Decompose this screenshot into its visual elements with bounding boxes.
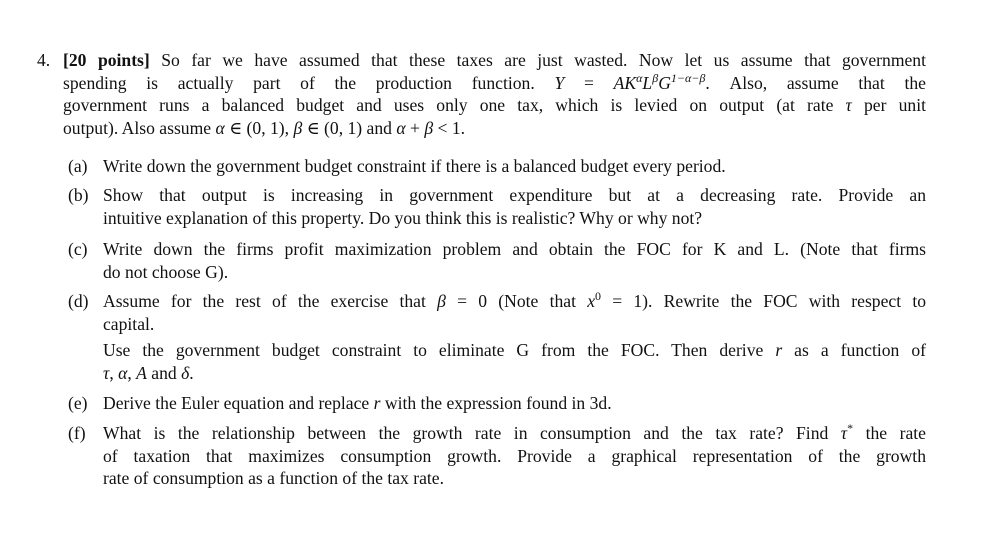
subquestion: (f) What is the relationship between the … [68,422,926,490]
text-line: Write down the firms profit maximization… [103,238,926,261]
text-segment: = [564,72,614,93]
subquestion-label: (b) [68,185,89,205]
text-segment: do not choose G). [103,261,229,282]
math-symbol: r [775,340,783,360]
math-symbol: r [373,393,381,413]
text-segment: Write down the firms profit maximization… [103,239,926,259]
text-line: Show that output is increasing in govern… [103,184,926,207]
text-line: What is the relationship between the gro… [103,422,926,445]
math-symbol: x [587,291,595,311]
superscript: * [847,421,854,435]
text-segment: with the expression found in 3d. [380,393,612,413]
subquestion-label: (f) [68,423,86,443]
text-segment: ∈ (0, 1) and [302,117,397,138]
subquestion: (c) Write down the firms profit maximizat… [68,238,926,283]
text-segment: the rate [853,423,926,443]
subquestion-text: Show that output is increasing in govern… [103,184,926,229]
superscript: 1−α−β [670,70,706,85]
text-segment: , [127,362,137,383]
subquestion-label: (a) [68,156,88,176]
text-segment: government runs a balanced budget and us… [63,95,846,115]
text-segment: < 1. [433,117,466,138]
text-line: Use the government budget constraint to … [103,339,926,362]
superscript: α [636,70,643,85]
text-segment: So far we have assumed that these taxes … [149,50,926,70]
text-line: do not choose G). [103,261,926,284]
text-line: Assume for the rest of the exercise that… [103,290,926,313]
text-line: output). Also assume α ∈ (0, 1), β ∈ (0,… [63,117,926,140]
text-segment: + [405,117,425,138]
text-segment: output). Also assume [63,117,216,138]
text-segment: Assume for the rest of the exercise that [103,291,438,311]
text-line: Write down the government budget constra… [103,155,926,178]
text-segment: Show that output is increasing in govern… [103,185,926,205]
math-symbol: τ [103,362,110,383]
text-segment: of taxation that maximizes consumption g… [103,445,926,466]
math-symbol: α [396,117,406,138]
math-symbol: β [424,117,434,138]
text-segment: . [189,362,194,383]
text-line: Derive the Euler equation and replace r … [103,392,926,415]
bold-text: [20 points] [63,50,150,70]
text-line: spending is actually part of the product… [63,72,926,95]
question-number: 4. [37,50,51,70]
text-segment: and [146,362,182,383]
math-symbol: AK [613,72,637,93]
math-symbol: G [658,72,671,93]
math-symbol: β [437,291,446,311]
text-segment: Derive the Euler equation and replace [103,393,374,413]
text-segment: intuitive explanation of this property. … [103,207,703,228]
text-segment: Use the government budget constraint to … [103,340,776,360]
text-segment: rate of consumption as a function of the… [103,468,445,488]
subquestion-text: Write down the government budget constra… [103,155,926,178]
text-line: capital. [103,313,926,336]
subquestion: (b) Show that output is increasing in gov… [68,184,926,229]
math-symbol: L [642,72,653,93]
text-segment: Write down the government budget constra… [103,156,726,176]
subquestion-text: Use the government budget constraint to … [103,339,926,384]
math-symbol: α [215,117,225,138]
subquestion: (d) Assume for the rest of the exercise t… [68,290,926,335]
subquestion: Use the government budget constraint to … [68,339,926,384]
math-symbol: Y [554,72,565,93]
question-text: [20 points] So far we have assumed that … [63,49,926,139]
math-symbol: A [136,362,147,383]
text-segment: = 1). Rewrite the FOC with respect to [601,291,927,311]
text-line: of taxation that maximizes consumption g… [103,445,926,468]
superscript: β [652,70,659,85]
text-line: government runs a balanced budget and us… [63,94,926,117]
text-segment: , [109,362,119,383]
subquestion-label: (d) [68,291,89,311]
math-symbol: τ [845,95,852,115]
subquestion-label: (e) [68,393,88,413]
text-segment: as a function of [782,340,926,360]
subquestion: (e) Derive the Euler equation and replace… [68,392,926,415]
math-symbol: δ [181,362,190,383]
text-segment: per unit [851,95,926,115]
question-4: 4. [20 points] So far we have assumed th… [37,49,926,139]
text-segment: . Also, assume that the [705,72,926,93]
text-line: [20 points] So far we have assumed that … [63,49,926,72]
text-segment: ∈ (0, 1), [224,117,294,138]
text-line: intuitive explanation of this property. … [103,207,926,230]
text-segment: What is the relationship between the gro… [103,423,841,443]
text-line: rate of consumption as a function of the… [103,467,926,490]
text-segment: spending is actually part of the product… [63,72,555,93]
text-line: τ, α, A and δ. [103,362,926,385]
subquestion-text: Write down the firms profit maximization… [103,238,926,283]
math-symbol: α [118,362,128,383]
subquestion-label: (c) [68,239,88,259]
subquestion-text: What is the relationship between the gro… [103,422,926,490]
text-segment: capital. [103,313,155,334]
math-symbol: β [293,117,303,138]
subquestion: (a) Write down the government budget cons… [68,155,926,178]
subquestion-text: Assume for the rest of the exercise that… [103,290,926,335]
text-segment: = 0 (Note that [445,291,588,311]
math-symbol: τ [840,423,848,443]
subquestion-text: Derive the Euler equation and replace r … [103,392,926,415]
superscript: 0 [595,289,601,303]
